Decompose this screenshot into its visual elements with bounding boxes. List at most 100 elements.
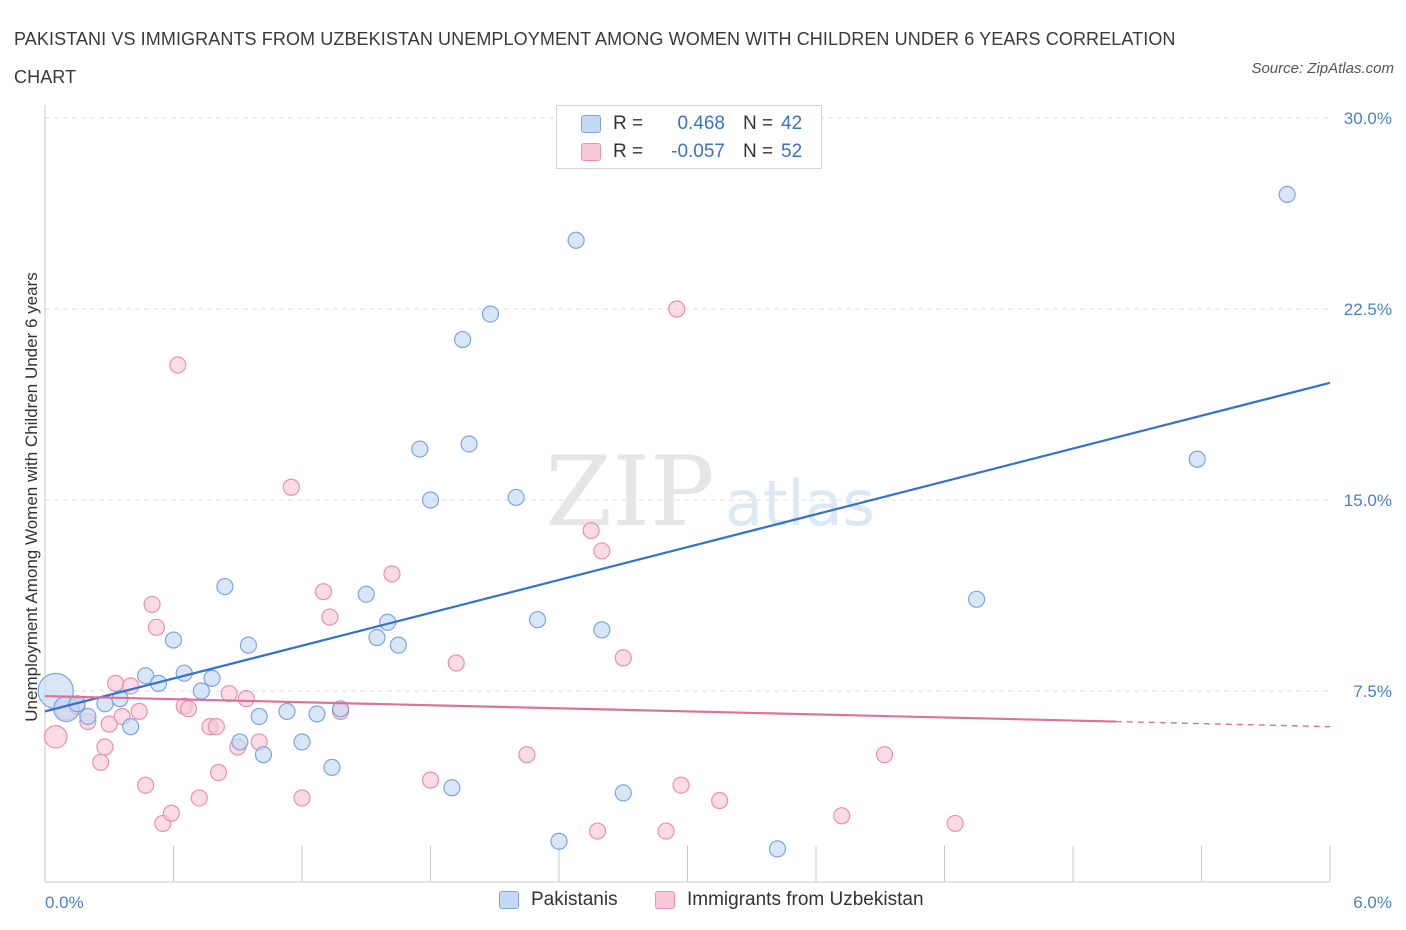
pakistani-point bbox=[137, 667, 155, 685]
pakistani-point bbox=[192, 682, 210, 700]
uzbekistan-point bbox=[321, 608, 339, 626]
pakistani-point bbox=[293, 733, 311, 751]
pakistani-point bbox=[614, 784, 632, 802]
uzbekistan-point bbox=[100, 715, 118, 733]
uzbekistan-point bbox=[668, 300, 686, 318]
x-tick-label: 0.0% bbox=[45, 893, 84, 912]
watermark-zip: ZIP bbox=[545, 436, 714, 548]
pakistani-point bbox=[1188, 450, 1206, 468]
uzbekistan-point bbox=[92, 753, 110, 771]
pakistani-point bbox=[389, 636, 407, 654]
pakistani-point bbox=[567, 231, 585, 249]
uzbekistan-point bbox=[209, 763, 228, 782]
legend-label-uzbekistan: Immigrants from Uzbekistan bbox=[687, 889, 924, 910]
pakistani-point bbox=[1278, 185, 1296, 203]
uzbekistan-point bbox=[657, 822, 675, 840]
y-tick-label: 7.5% bbox=[1353, 682, 1392, 701]
uzbekistan-point bbox=[162, 804, 180, 822]
pakistani-point bbox=[216, 577, 234, 596]
y-tick-label: 22.5% bbox=[1344, 300, 1392, 319]
uzbekistan-point bbox=[43, 725, 68, 749]
series-pakistanis-points bbox=[37, 185, 1296, 858]
trend-line-pakistanis bbox=[44, 381, 1331, 713]
watermark: ZIP atlas bbox=[545, 436, 875, 548]
pakistani-point bbox=[460, 435, 478, 453]
uzbekistan-point bbox=[179, 700, 198, 718]
legend-swatch-blue bbox=[499, 891, 519, 909]
legend-r-value: -0.057 bbox=[671, 141, 725, 162]
pakistani-point bbox=[411, 440, 429, 458]
axes bbox=[44, 105, 1331, 883]
pakistani-point bbox=[278, 702, 296, 720]
uzbekistan-point bbox=[833, 807, 851, 825]
watermark-atlas: atlas bbox=[725, 467, 875, 540]
legend-r-value: 0.468 bbox=[677, 113, 725, 134]
grid-lines bbox=[45, 117, 1330, 692]
uzbekistan-point bbox=[593, 542, 611, 560]
uzbekistan-point bbox=[875, 746, 894, 764]
pakistani-point bbox=[768, 840, 787, 858]
uzbekistan-point bbox=[614, 649, 632, 667]
trend-line-uzbekistan-extension bbox=[1115, 720, 1331, 728]
uzbekistan-point bbox=[220, 684, 238, 703]
legend-swatch-pink bbox=[655, 891, 675, 909]
uzbekistan-point bbox=[518, 746, 536, 764]
uzbekistan-point bbox=[207, 718, 225, 736]
uzbekistan-point bbox=[293, 789, 311, 807]
legend-n-label: N = bbox=[743, 113, 774, 134]
legend-swatch-blue bbox=[581, 115, 601, 133]
pakistani-point bbox=[239, 636, 258, 654]
pakistani-point bbox=[308, 705, 326, 723]
pakistani-point bbox=[254, 746, 273, 764]
legend-item-uzbekistan[interactable]: Immigrants from Uzbekistan bbox=[655, 889, 924, 911]
legend-row-uzbekistan: R = -0.057 N = 52 bbox=[581, 139, 802, 165]
series-legend: Pakistanis Immigrants from Uzbekistan bbox=[0, 889, 1406, 915]
chart-title: PAKISTANI VS IMMIGRANTS FROM UZBEKISTAN … bbox=[14, 29, 1176, 87]
pakistani-point bbox=[968, 590, 986, 608]
legend-n-label: N = bbox=[743, 141, 774, 162]
uzbekistan-point bbox=[137, 776, 155, 794]
correlation-legend: R = 0.468 N = 42 R = -0.057 N = 52 bbox=[556, 105, 822, 169]
legend-row-pakistanis: R = 0.468 N = 42 bbox=[581, 111, 802, 137]
pakistani-point bbox=[250, 707, 268, 726]
uzbekistan-point bbox=[147, 618, 165, 636]
pakistani-point bbox=[368, 628, 386, 647]
uzbekistan-point bbox=[282, 478, 300, 496]
pakistani-point bbox=[454, 330, 472, 349]
y-tick-label: 15.0% bbox=[1344, 491, 1392, 510]
uzbekistan-point bbox=[130, 702, 148, 720]
uzbekistan-point bbox=[588, 822, 607, 840]
legend-label-pakistanis: Pakistanis bbox=[531, 889, 618, 910]
uzbekistan-point bbox=[383, 565, 401, 583]
series-uzbekistan-points bbox=[43, 300, 964, 840]
pakistani-point bbox=[357, 585, 375, 603]
pakistani-point bbox=[175, 664, 193, 682]
uzbekistan-point bbox=[421, 771, 440, 789]
legend-item-pakistanis[interactable]: Pakistanis bbox=[499, 889, 618, 911]
pakistani-point bbox=[164, 631, 183, 649]
uzbekistan-point bbox=[169, 356, 187, 374]
trend-lines bbox=[44, 381, 1331, 728]
x-tick-label: 6.0% bbox=[1353, 893, 1392, 912]
pakistani-point bbox=[122, 718, 140, 736]
legend-r-label: R = bbox=[613, 113, 644, 134]
pakistani-point bbox=[203, 669, 221, 687]
uzbekistan-point bbox=[107, 674, 125, 692]
uzbekistan-point bbox=[447, 654, 465, 672]
uzbekistan-point bbox=[96, 738, 114, 756]
pakistani-point bbox=[323, 758, 341, 777]
uzbekistan-point bbox=[946, 814, 964, 833]
uzbekistan-point bbox=[237, 690, 255, 708]
pakistani-point bbox=[443, 779, 461, 797]
pakistani-point bbox=[593, 621, 611, 639]
pakistani-point bbox=[528, 611, 547, 629]
uzbekistan-point bbox=[672, 776, 690, 794]
uzbekistan-point bbox=[314, 583, 333, 601]
tick-labels: 7.5% 15.0% 22.5% 30.0% 0.0% 6.0% bbox=[45, 109, 1392, 912]
uzbekistan-point bbox=[190, 789, 208, 807]
pakistani-point bbox=[79, 707, 97, 726]
pakistani-point bbox=[507, 488, 525, 507]
uzbekistan-point bbox=[711, 791, 729, 810]
legend-n-value: 52 bbox=[781, 141, 803, 162]
